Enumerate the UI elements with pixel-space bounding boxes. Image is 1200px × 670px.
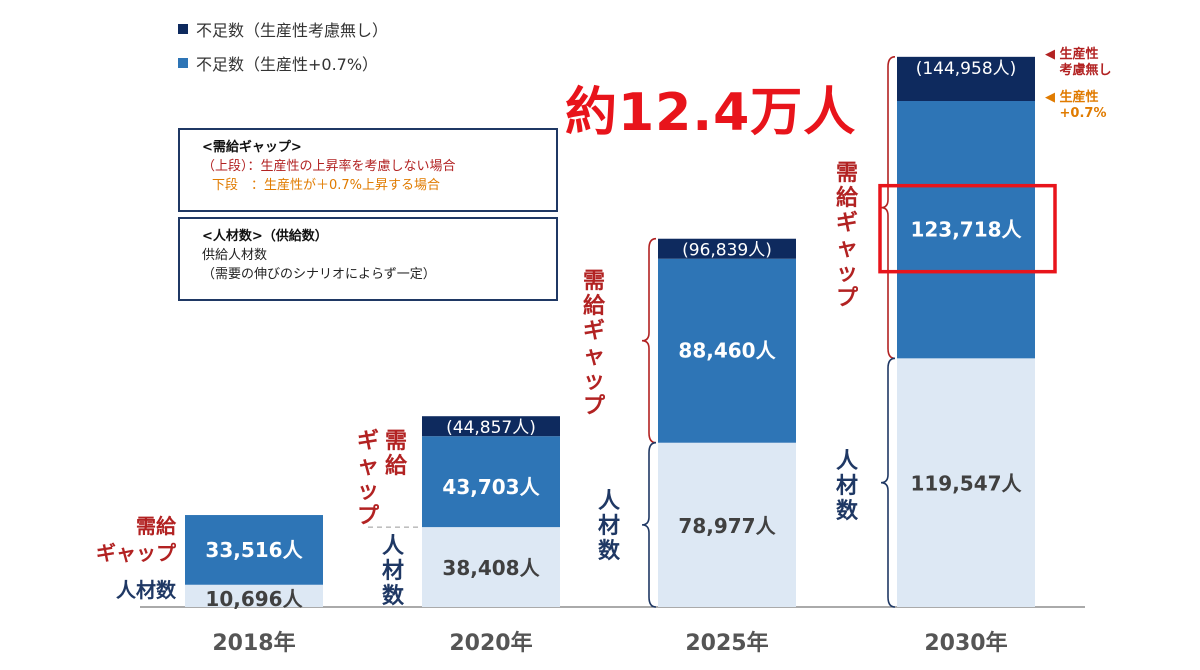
side-note-no-productivity: ◀ 生産性 考慮無し bbox=[1045, 47, 1112, 79]
x-tick-label: 2018年 bbox=[212, 630, 295, 656]
data-label-supply: 119,547人 bbox=[910, 472, 1022, 496]
legend-item-no-productivity: 不足数（生産性考慮無し） bbox=[178, 17, 388, 41]
gap-label: ギャップ bbox=[357, 429, 380, 529]
triangle-left-icon: ◀ bbox=[1045, 47, 1055, 62]
note-line: （需要の伸びのシナリオによらず一定） bbox=[202, 267, 436, 282]
legend-label: 不足数（生産性+0.7%） bbox=[196, 55, 379, 74]
legend-label: 不足数（生産性考慮無し） bbox=[196, 21, 389, 40]
x-tick-label: 2030年 bbox=[924, 630, 1007, 656]
note-line-upper: （上段）：生産性の上昇率を考慮しない場合 bbox=[202, 159, 456, 174]
headline: 約12.4万人 bbox=[565, 83, 857, 143]
note-title: <人材数>（供給数） bbox=[202, 229, 328, 244]
supply-label: 人材数 bbox=[836, 449, 859, 524]
data-label-gap: 123,718人 bbox=[910, 218, 1022, 242]
data-label-supply: 38,408人 bbox=[442, 556, 540, 580]
supply-label: 人材数 bbox=[382, 534, 405, 609]
supply-label: 人材数 bbox=[116, 578, 177, 602]
bar-supply bbox=[658, 442, 796, 607]
bar-gap-productivity bbox=[422, 436, 560, 528]
data-label-gap: 88,460人 bbox=[678, 339, 776, 363]
gap-brace bbox=[641, 237, 657, 444]
data-label-gap-no-productivity: (144,958人) bbox=[916, 59, 1017, 79]
bar-gap-no-productivity bbox=[897, 56, 1035, 102]
data-label-gap: 33,516人 bbox=[205, 538, 303, 562]
legend-item-productivity: 不足数（生産性+0.7%） bbox=[178, 51, 378, 75]
supply-brace bbox=[880, 357, 896, 608]
triangle-left-icon: ◀ bbox=[1045, 90, 1055, 105]
gap-label: ギャップ bbox=[96, 541, 177, 565]
supply-label: 人材数 bbox=[598, 489, 621, 564]
side-note-label: 生産性 考慮無し bbox=[1059, 47, 1112, 78]
note-title: <需給ギャップ> bbox=[202, 140, 302, 155]
data-label-supply: 78,977人 bbox=[678, 514, 776, 538]
note-line: 供給人材数 bbox=[202, 248, 268, 263]
data-label-gap-no-productivity: (96,839人) bbox=[682, 241, 772, 261]
bar-supply bbox=[185, 584, 323, 607]
bar-gap-productivity bbox=[185, 515, 323, 585]
gap-label: 需給 bbox=[385, 429, 408, 479]
note-box-gap: <需給ギャップ> （上段）：生産性の上昇率を考慮しない場合 下段 ：生産性が＋0… bbox=[178, 128, 558, 212]
bar-gap-productivity bbox=[897, 101, 1035, 359]
data-label-gap-no-productivity: (44,857人) bbox=[446, 418, 536, 438]
bar-gap-productivity bbox=[658, 258, 796, 443]
note-box-supply: <人材数>（供給数） 供給人材数 （需要の伸びのシナリオによらず一定） bbox=[178, 217, 558, 301]
side-note-productivity: ◀ 生産性 +0.7% bbox=[1045, 90, 1106, 122]
gap-label: 需給ギャップ bbox=[583, 269, 606, 419]
data-label-supply: 10,696人 bbox=[205, 587, 303, 611]
gap-label: 需給ギャップ bbox=[836, 161, 859, 311]
highlight-frame bbox=[878, 183, 1057, 274]
data-label-gap: 43,703人 bbox=[442, 475, 540, 499]
note-line-lower: 下段 ：生産性が＋0.7%上昇する場合 bbox=[212, 178, 441, 193]
x-tick-label: 2020年 bbox=[449, 630, 532, 656]
legend-swatch bbox=[178, 58, 188, 68]
side-note-label: 生産性 +0.7% bbox=[1059, 90, 1107, 121]
gap-label: 需給 bbox=[136, 514, 177, 538]
legend-swatch bbox=[178, 24, 188, 34]
bar-supply bbox=[422, 527, 560, 607]
supply-brace bbox=[641, 441, 657, 608]
bar-supply bbox=[897, 358, 1035, 607]
x-tick-label: 2025年 bbox=[685, 630, 768, 656]
bar-gap-no-productivity bbox=[422, 416, 560, 437]
bar-gap-no-productivity bbox=[658, 238, 796, 259]
gap-brace bbox=[880, 56, 896, 360]
